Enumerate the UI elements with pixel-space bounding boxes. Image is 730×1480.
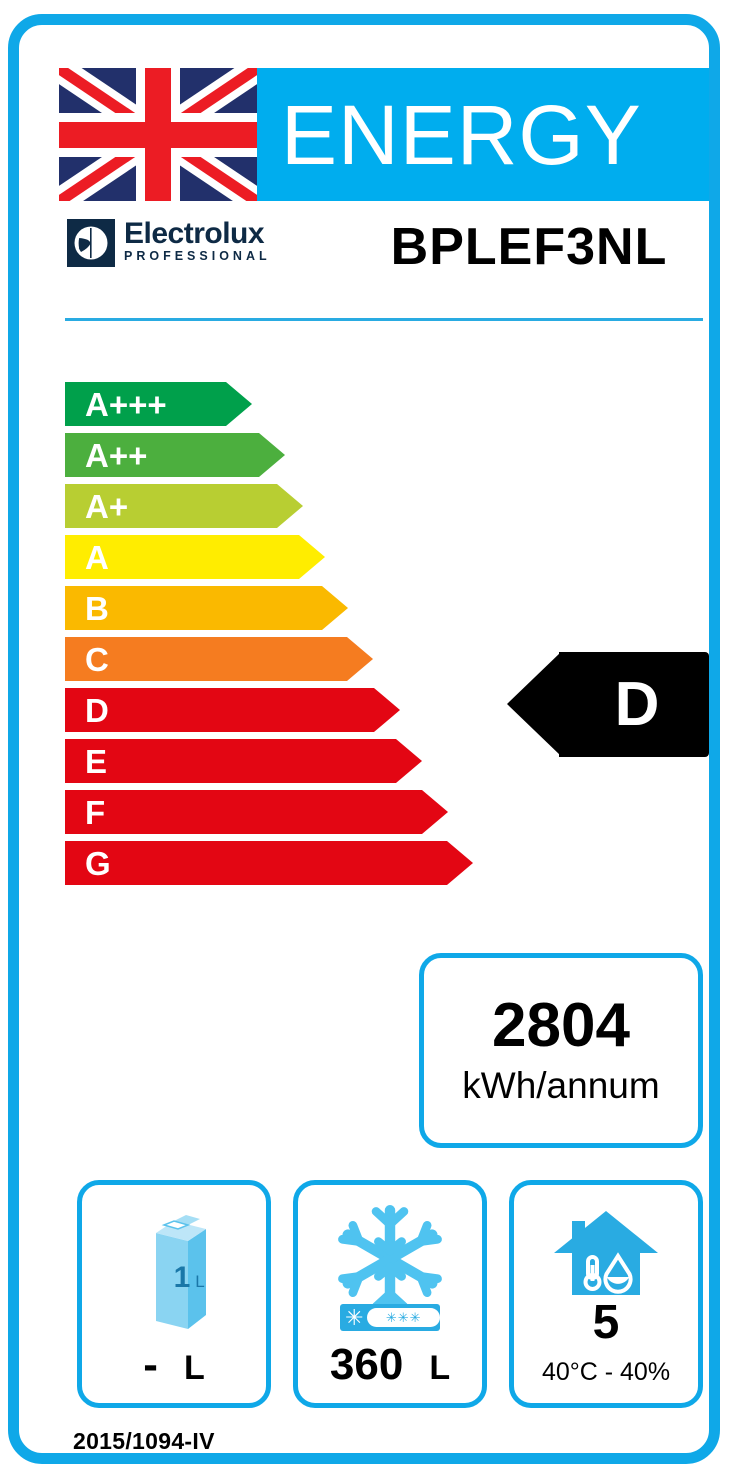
label-frame: ENERGY Electrolux PROFE [8, 14, 720, 1464]
uk-flag-icon [59, 68, 257, 201]
energy-class-bar: A+++ [65, 382, 252, 426]
svg-text:1: 1 [174, 1261, 191, 1294]
energy-class-bar: A++ [65, 433, 285, 477]
energy-class-label: D [85, 691, 109, 729]
header-divider [65, 318, 703, 321]
energy-class-label: E [85, 742, 108, 780]
fridge-volume-box: 1 L - L [77, 1180, 271, 1408]
milk-carton-icon: 1 L [126, 1203, 222, 1340]
energy-class-bar: F [65, 790, 448, 834]
energy-class-bar: G [65, 841, 473, 885]
brand-name: Electrolux [124, 217, 265, 250]
energy-class-bar: A+ [65, 484, 303, 528]
fridge-volume-value: - [143, 1340, 158, 1389]
energy-class-bar: B [65, 586, 348, 630]
electrolux-mark-icon [67, 219, 115, 267]
rating-value: D [614, 669, 660, 739]
energy-class-bar: D [65, 688, 400, 732]
consumption-box: 2804 kWh/annum [419, 953, 703, 1148]
fridge-volume-row: - L [82, 1343, 266, 1387]
info-boxes: 1 L - L [77, 1180, 703, 1408]
brand-row: Electrolux PROFESSIONAL BPLEF3NL [59, 215, 709, 299]
climate-class-value: 5 [592, 1296, 620, 1349]
energy-class-bar: C [65, 637, 373, 681]
energy-banner: ENERGY [257, 68, 709, 201]
energy-class-label: A+++ [85, 385, 167, 423]
rating-arrow: D [507, 652, 709, 757]
energy-class-label: A [85, 538, 109, 576]
energy-class-label: A++ [85, 436, 148, 474]
energy-word: ENERGY [281, 87, 642, 182]
label-header: ENERGY [59, 68, 709, 201]
energy-class-bar: E [65, 739, 422, 783]
regulation-reference: 2015/1094-IV [73, 1428, 215, 1454]
climate-class-box: 5 40°C - 40% [509, 1180, 703, 1408]
energy-class-label: F [85, 793, 106, 831]
energy-class-label: G [85, 844, 111, 882]
energy-class-label: A+ [85, 487, 129, 525]
freezer-volume-row: 360 L [298, 1343, 482, 1387]
freezer-volume-value: 360 [329, 1340, 404, 1389]
house-climate-icon [550, 1207, 662, 1306]
svg-text:L: L [195, 1272, 204, 1291]
energy-class-label: B [85, 589, 109, 627]
energy-class-bar: A [65, 535, 325, 579]
snowflake-icon [332, 1201, 448, 1322]
fridge-volume-unit: L [183, 1349, 205, 1387]
energy-class-scale: A+++ A++ A+ A B C [65, 382, 473, 892]
star-rating-badge-icon: ✳ ✳✳✳ [340, 1304, 440, 1331]
badge-single-star: ✳ [345, 1304, 364, 1330]
freezer-volume-box: ✳ ✳✳✳ 360 L [293, 1180, 487, 1408]
energy-class-label: C [85, 640, 109, 678]
consumption-unit: kWh/annum [462, 1064, 660, 1106]
electrolux-logo-icon: Electrolux PROFESSIONAL [67, 219, 271, 267]
model-name: BPLEF3NL [390, 218, 668, 276]
freezer-volume-unit: L [429, 1349, 451, 1387]
consumption-value: 2804 [492, 990, 630, 1060]
climate-conditions: 40°C - 40% [541, 1358, 671, 1386]
badge-triple-stars: ✳✳✳ [367, 1308, 440, 1327]
brand-subtitle: PROFESSIONAL [124, 248, 271, 263]
